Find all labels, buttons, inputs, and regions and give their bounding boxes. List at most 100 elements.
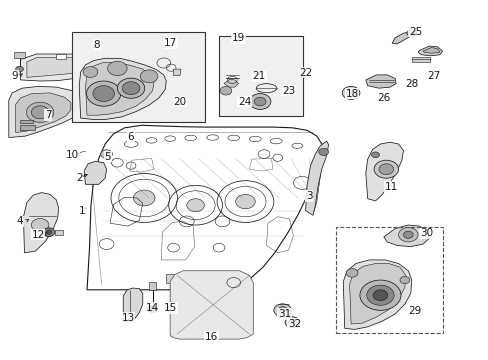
Text: 21: 21 (252, 71, 265, 81)
Bar (149, 282, 156, 290)
Circle shape (31, 219, 49, 231)
Circle shape (403, 231, 412, 238)
Polygon shape (343, 260, 411, 329)
Bar (166, 274, 174, 283)
Circle shape (285, 317, 299, 328)
Bar (219, 36, 303, 116)
Circle shape (378, 164, 393, 175)
Polygon shape (305, 141, 328, 215)
Text: 20: 20 (173, 96, 186, 107)
Circle shape (288, 319, 296, 325)
Text: 7: 7 (44, 110, 51, 120)
Polygon shape (55, 230, 62, 235)
Bar (20, 120, 33, 123)
Text: 24: 24 (237, 96, 251, 107)
Text: 17: 17 (163, 38, 177, 48)
Circle shape (318, 148, 328, 156)
Text: 14: 14 (145, 303, 159, 313)
Polygon shape (422, 48, 439, 53)
Polygon shape (391, 32, 416, 44)
Polygon shape (85, 63, 154, 115)
Polygon shape (79, 58, 166, 120)
Text: 15: 15 (163, 303, 177, 313)
Bar (411, 57, 429, 62)
Polygon shape (173, 69, 181, 76)
Polygon shape (123, 288, 142, 321)
Polygon shape (14, 52, 25, 58)
Text: 27: 27 (427, 71, 440, 81)
Circle shape (254, 97, 265, 106)
Polygon shape (27, 58, 84, 77)
Polygon shape (349, 264, 405, 324)
Polygon shape (383, 225, 428, 247)
Circle shape (16, 66, 23, 72)
Text: 2: 2 (76, 173, 82, 183)
Polygon shape (20, 54, 90, 81)
Circle shape (107, 61, 127, 76)
Text: 4: 4 (16, 216, 23, 226)
Circle shape (101, 150, 112, 158)
Text: 6: 6 (127, 132, 134, 142)
Text: 12: 12 (31, 230, 45, 240)
Polygon shape (417, 46, 442, 56)
Text: 23: 23 (281, 86, 295, 96)
Bar (20, 125, 35, 130)
Circle shape (140, 70, 158, 83)
Text: 8: 8 (93, 40, 100, 50)
Polygon shape (310, 151, 321, 212)
Text: 31: 31 (277, 309, 291, 319)
Circle shape (235, 194, 255, 209)
Polygon shape (224, 79, 238, 87)
Circle shape (399, 276, 409, 284)
Text: 9: 9 (11, 71, 18, 81)
Polygon shape (56, 54, 66, 59)
Circle shape (366, 285, 393, 305)
Bar (72, 32, 205, 122)
Polygon shape (16, 93, 71, 132)
Circle shape (406, 30, 416, 37)
Circle shape (93, 86, 114, 102)
Circle shape (122, 82, 140, 95)
Circle shape (86, 81, 121, 106)
Circle shape (133, 190, 155, 206)
Circle shape (83, 67, 98, 77)
Polygon shape (23, 193, 59, 253)
Circle shape (373, 160, 398, 178)
Text: 16: 16 (204, 332, 218, 342)
Circle shape (147, 305, 157, 312)
Circle shape (372, 290, 387, 301)
Circle shape (186, 199, 204, 212)
Text: 29: 29 (407, 306, 421, 316)
Text: 32: 32 (287, 319, 301, 329)
Circle shape (398, 228, 417, 242)
Bar (336, 227, 442, 333)
Text: 30: 30 (419, 228, 432, 238)
Circle shape (46, 230, 52, 234)
Text: 5: 5 (104, 152, 111, 162)
Circle shape (273, 304, 291, 317)
Circle shape (26, 102, 54, 122)
Circle shape (359, 280, 400, 310)
Circle shape (117, 78, 144, 98)
Circle shape (220, 86, 231, 95)
Text: 28: 28 (404, 78, 418, 89)
Text: 18: 18 (345, 89, 358, 99)
Polygon shape (9, 86, 81, 138)
Text: 1: 1 (79, 206, 85, 216)
Text: 3: 3 (305, 191, 312, 201)
Polygon shape (365, 142, 403, 201)
Text: 19: 19 (231, 33, 245, 43)
Polygon shape (84, 161, 106, 184)
Circle shape (31, 106, 49, 119)
Text: 25: 25 (408, 27, 422, 37)
Circle shape (249, 94, 270, 109)
Polygon shape (365, 75, 395, 88)
Text: 10: 10 (66, 150, 79, 160)
Circle shape (346, 269, 357, 277)
Text: 11: 11 (384, 182, 397, 192)
Circle shape (346, 89, 355, 96)
Circle shape (43, 228, 55, 237)
Text: 13: 13 (121, 312, 135, 323)
Circle shape (277, 307, 287, 314)
Polygon shape (170, 271, 253, 339)
